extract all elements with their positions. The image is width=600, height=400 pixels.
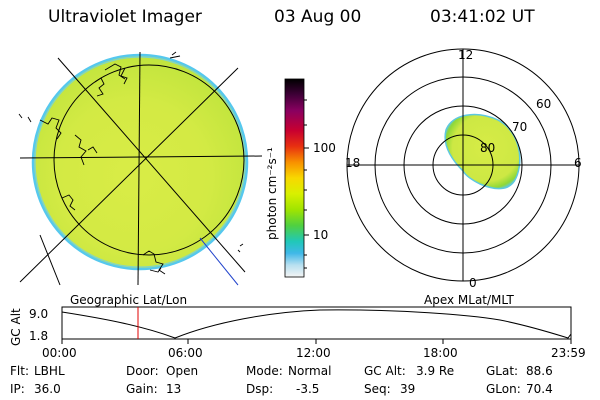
status-door-value: Open	[166, 364, 199, 378]
status-mode-label: Mode:	[246, 364, 283, 378]
auroral-oval	[444, 113, 521, 190]
altitude-ytick-top: 9.0	[29, 307, 49, 321]
polar-grid	[346, 48, 580, 282]
status-glat-value: 88.6	[526, 364, 553, 378]
altitude-curve	[61, 309, 572, 339]
time-label: 03:41:02 UT	[430, 7, 535, 27]
mlt-label-6: 6	[574, 156, 582, 170]
altitude-xtick: 06:00	[168, 346, 203, 360]
status-gcalt-label: GC Alt:	[364, 364, 406, 378]
status-ip-label: IP:	[10, 382, 25, 396]
coastlines	[18, 51, 244, 275]
status-gain-value: 13	[166, 382, 182, 396]
polar-caption: Apex MLat/MLT	[424, 293, 514, 307]
status-flt-value: LBHL	[34, 364, 65, 378]
status-seq-label: Seq:	[364, 382, 391, 396]
lat-label-70: 70	[512, 120, 528, 134]
status-mode-value: Normal	[288, 364, 332, 378]
app-title: Ultraviolet Imager	[48, 7, 202, 27]
status-glat-label: GLat:	[486, 364, 519, 378]
altitude-xtick: 18:00	[423, 346, 458, 360]
mlt-label-12: 12	[458, 48, 474, 62]
altitude-xtick: 00:00	[42, 346, 77, 360]
mlt-label-18: 18	[345, 156, 361, 170]
lat-label-60: 60	[536, 97, 552, 111]
status-door-label: Door:	[126, 364, 159, 378]
lat-label-80: 80	[480, 141, 496, 155]
status-dsp-label: Dsp:	[246, 382, 274, 396]
status-ip-value: 36.0	[34, 382, 61, 396]
status-dsp-value: -3.5	[296, 382, 320, 396]
status-gain-label: Gain:	[126, 382, 158, 396]
altitude-xtick: 23:59	[551, 346, 586, 360]
colorbar-tick-100: 100	[313, 141, 336, 155]
geo-caption: Geographic Lat/Lon	[70, 293, 188, 307]
altitude-ylabel: GC Alt	[9, 308, 23, 346]
date-label: 03 Aug 00	[274, 7, 362, 27]
altitude-ytick-bottom: 1.8	[29, 329, 49, 343]
geo-grid	[19, 51, 263, 286]
status-gcalt-value: 3.9 Re	[416, 364, 455, 378]
mlt-label-0: 0	[469, 276, 477, 290]
status-flt-label: Flt:	[10, 364, 29, 378]
colorbar-tick-10: 10	[313, 228, 329, 242]
status-glon-value: 70.4	[526, 382, 553, 396]
altitude-xtick: 12:00	[296, 346, 331, 360]
status-glon-label: GLon:	[486, 382, 521, 396]
status-seq-value: 39	[400, 382, 416, 396]
